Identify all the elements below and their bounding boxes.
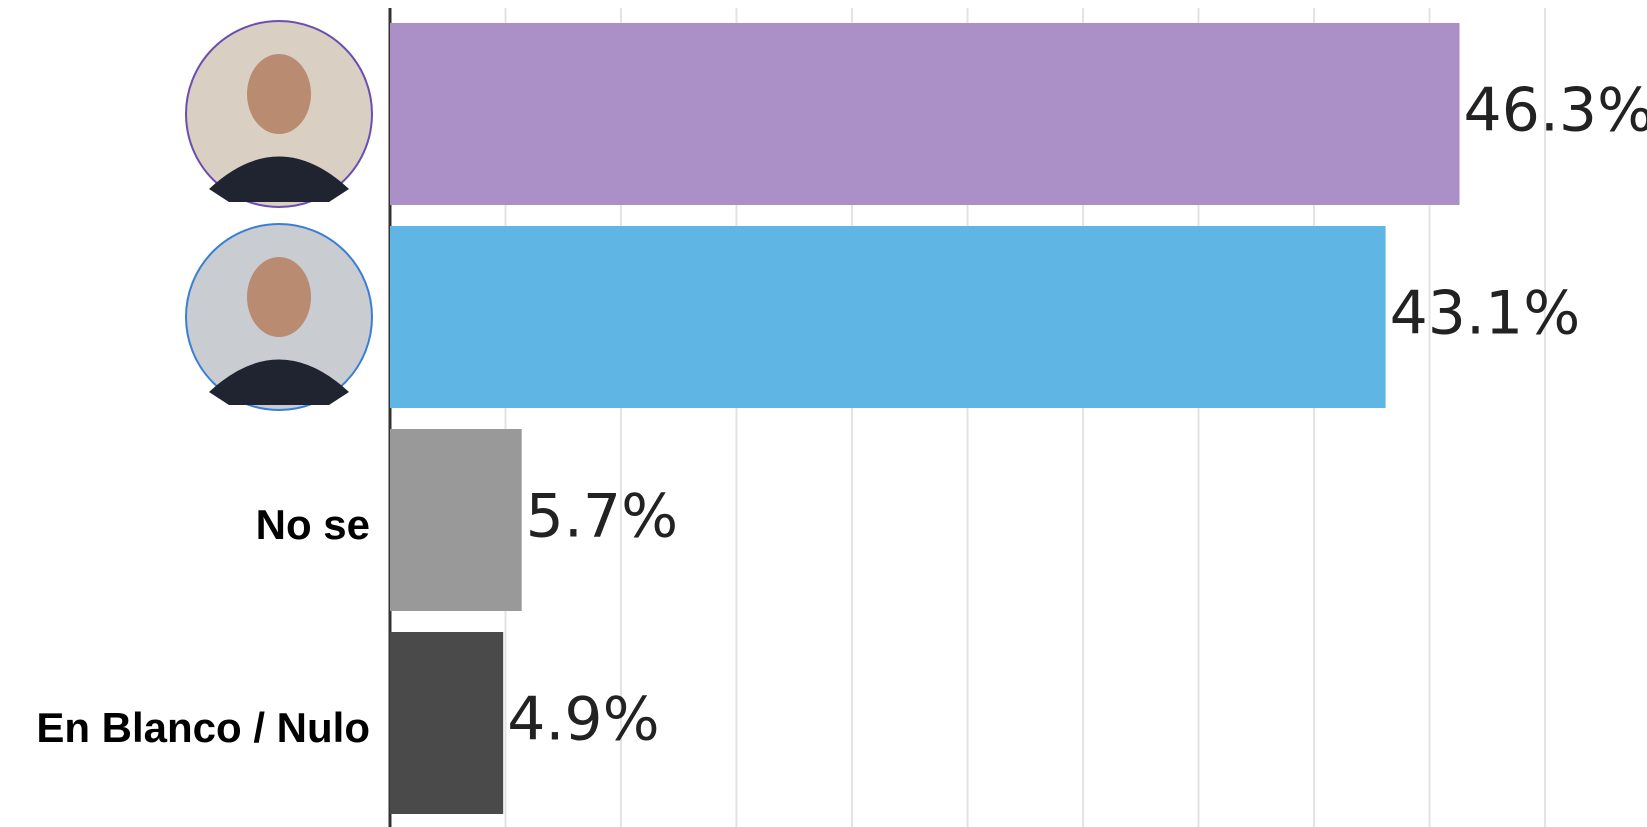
avatar-head (247, 257, 311, 337)
bar (390, 226, 1386, 408)
bar (390, 632, 503, 814)
bar (390, 23, 1460, 205)
value-label: 4.9% (507, 685, 659, 755)
avatars (186, 21, 372, 410)
value-label: 46.3% (1464, 76, 1647, 146)
chart: 46.3% 43.1% 5.7% No se 4.9% En Blanco / Nulo (0, 0, 1647, 827)
category-label: No se (256, 501, 370, 548)
value-label: 5.7% (526, 482, 678, 552)
avatar-head (247, 54, 311, 134)
bar (390, 429, 522, 611)
value-label: 43.1% (1390, 279, 1581, 349)
category-label: En Blanco / Nulo (36, 704, 370, 751)
